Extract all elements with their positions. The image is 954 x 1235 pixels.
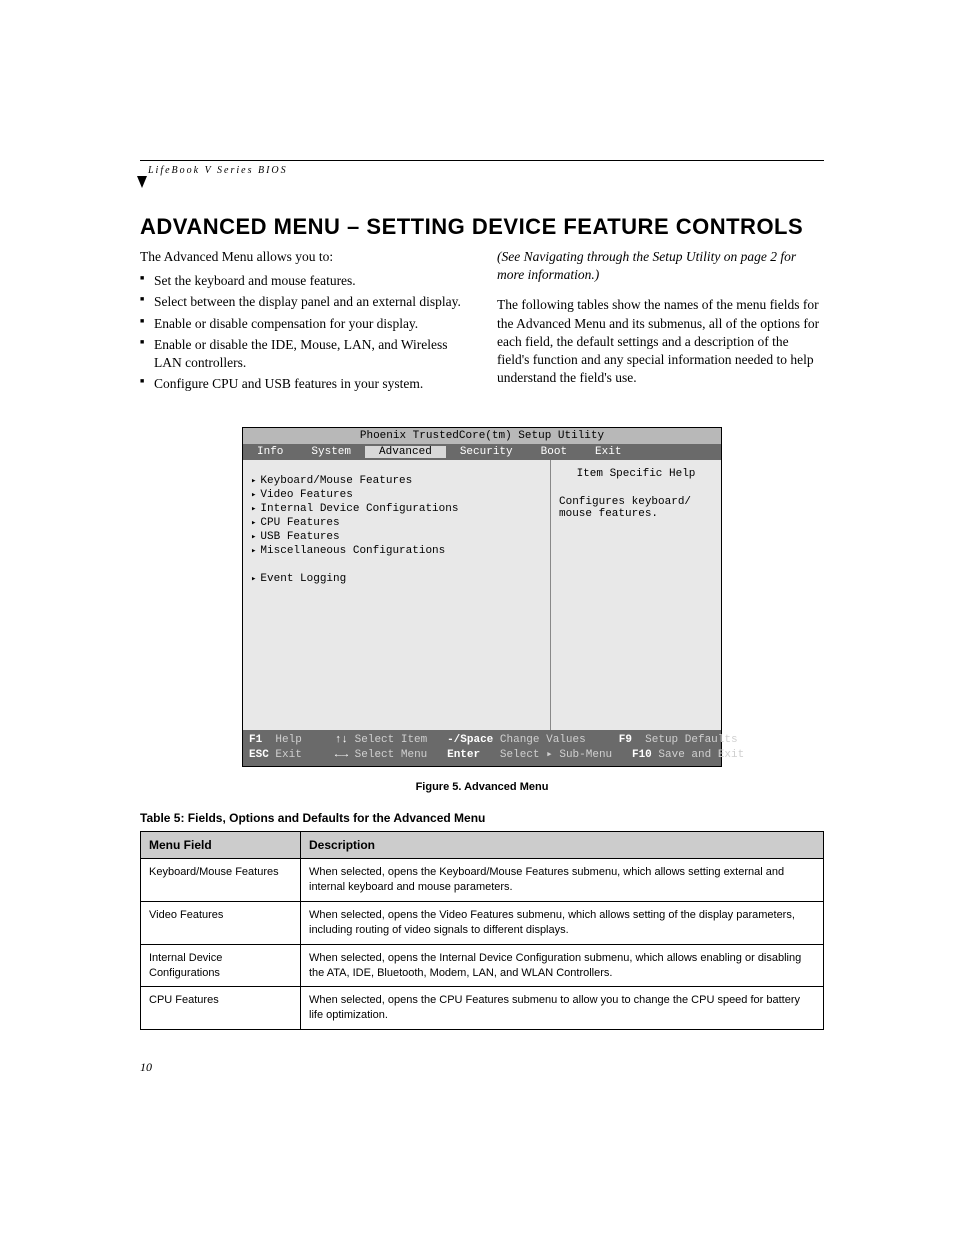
feature-bullets: Set the keyboard and mouse features. Sel…: [140, 272, 467, 393]
key-esc-label: Exit: [275, 749, 301, 761]
running-head: LifeBook V Series BIOS: [148, 165, 824, 176]
key-f9-label: Setup Defaults: [645, 734, 737, 746]
key-leftright-label: Select Menu: [355, 749, 428, 761]
key-f9: F9: [619, 734, 632, 746]
description-paragraph: The following tables show the names of t…: [497, 296, 824, 387]
table-row: CPU Features When selected, opens the CP…: [141, 987, 824, 1030]
bios-tab-system[interactable]: System: [297, 446, 365, 458]
key-space-label: Change Values: [500, 734, 586, 746]
page-number: 10: [140, 1060, 824, 1075]
key-f10: F10: [632, 749, 652, 761]
table-row: Keyboard/Mouse Features When selected, o…: [141, 859, 824, 902]
cell-menu-field: Keyboard/Mouse Features: [141, 859, 301, 902]
fields-table: Menu Field Description Keyboard/Mouse Fe…: [140, 831, 824, 1030]
bios-menu-bar: Info System Advanced Security Boot Exit: [243, 444, 721, 460]
bios-item-cpu[interactable]: CPU Features: [251, 516, 542, 530]
cell-menu-field: CPU Features: [141, 987, 301, 1030]
cell-description: When selected, opens the Keyboard/Mouse …: [301, 859, 824, 902]
key-updown: ↑↓: [335, 734, 348, 746]
col-description: Description: [301, 832, 824, 859]
col-menu-field: Menu Field: [141, 832, 301, 859]
cell-description: When selected, opens the CPU Features su…: [301, 987, 824, 1030]
key-space: -/Space: [447, 734, 493, 746]
bios-help-text: Configures keyboard/ mouse features.: [559, 496, 713, 520]
bios-tab-security[interactable]: Security: [446, 446, 527, 458]
key-updown-label: Select Item: [355, 734, 428, 746]
key-enter: Enter: [447, 749, 480, 761]
table-caption: Table 5: Fields, Options and Defaults fo…: [140, 811, 824, 825]
table-row: Internal Device Configurations When sele…: [141, 944, 824, 987]
bios-tab-exit[interactable]: Exit: [581, 446, 635, 458]
bios-item-keyboard-mouse[interactable]: Keyboard/Mouse Features: [251, 474, 542, 488]
cross-reference-note: (See Navigating through the Setup Utilit…: [497, 248, 824, 284]
header-arrow-icon: [137, 176, 147, 188]
key-f1: F1: [249, 734, 262, 746]
bios-item-internal-device[interactable]: Internal Device Configurations: [251, 502, 542, 516]
key-f1-label: Help: [275, 734, 301, 746]
cell-menu-field: Internal Device Configurations: [141, 944, 301, 987]
bios-item-video[interactable]: Video Features: [251, 488, 542, 502]
cell-description: When selected, opens the Internal Device…: [301, 944, 824, 987]
bios-screenshot: Phoenix TrustedCore(tm) Setup Utility In…: [242, 427, 722, 768]
bios-window-title: Phoenix TrustedCore(tm) Setup Utility: [243, 428, 721, 444]
bios-help-title: Item Specific Help: [559, 468, 713, 480]
key-enter-label: Select ▸ Sub-Menu: [500, 749, 612, 761]
page-title: ADVANCED MENU – SETTING DEVICE FEATURE C…: [140, 214, 824, 240]
key-leftright: ←→: [335, 749, 348, 761]
cell-menu-field: Video Features: [141, 902, 301, 945]
cell-description: When selected, opens the Video Features …: [301, 902, 824, 945]
key-esc: ESC: [249, 749, 269, 761]
intro-text: The Advanced Menu allows you to:: [140, 248, 467, 266]
bullet-item: Set the keyboard and mouse features.: [140, 272, 467, 290]
bios-tab-info[interactable]: Info: [243, 446, 297, 458]
table-header-row: Menu Field Description: [141, 832, 824, 859]
bios-item-misc[interactable]: Miscellaneous Configurations: [251, 544, 542, 558]
bios-item-usb[interactable]: USB Features: [251, 530, 542, 544]
bullet-item: Configure CPU and USB features in your s…: [140, 375, 467, 393]
bullet-item: Enable or disable compensation for your …: [140, 315, 467, 333]
key-f10-label: Save and Exit: [658, 749, 744, 761]
bullet-item: Select between the display panel and an …: [140, 293, 467, 311]
bios-menu-list: Keyboard/Mouse Features Video Features I…: [243, 460, 551, 730]
bios-footer-keys: F1 Help ↑↓ Select Item -/Space Change Va…: [243, 730, 721, 767]
bios-help-panel: Item Specific Help Configures keyboard/ …: [551, 460, 721, 730]
bios-tab-boot[interactable]: Boot: [527, 446, 581, 458]
figure-caption: Figure 5. Advanced Menu: [140, 781, 824, 793]
bullet-item: Enable or disable the IDE, Mouse, LAN, a…: [140, 336, 467, 372]
bios-tab-advanced[interactable]: Advanced: [365, 446, 446, 458]
bios-item-event-logging[interactable]: Event Logging: [251, 572, 542, 586]
table-row: Video Features When selected, opens the …: [141, 902, 824, 945]
